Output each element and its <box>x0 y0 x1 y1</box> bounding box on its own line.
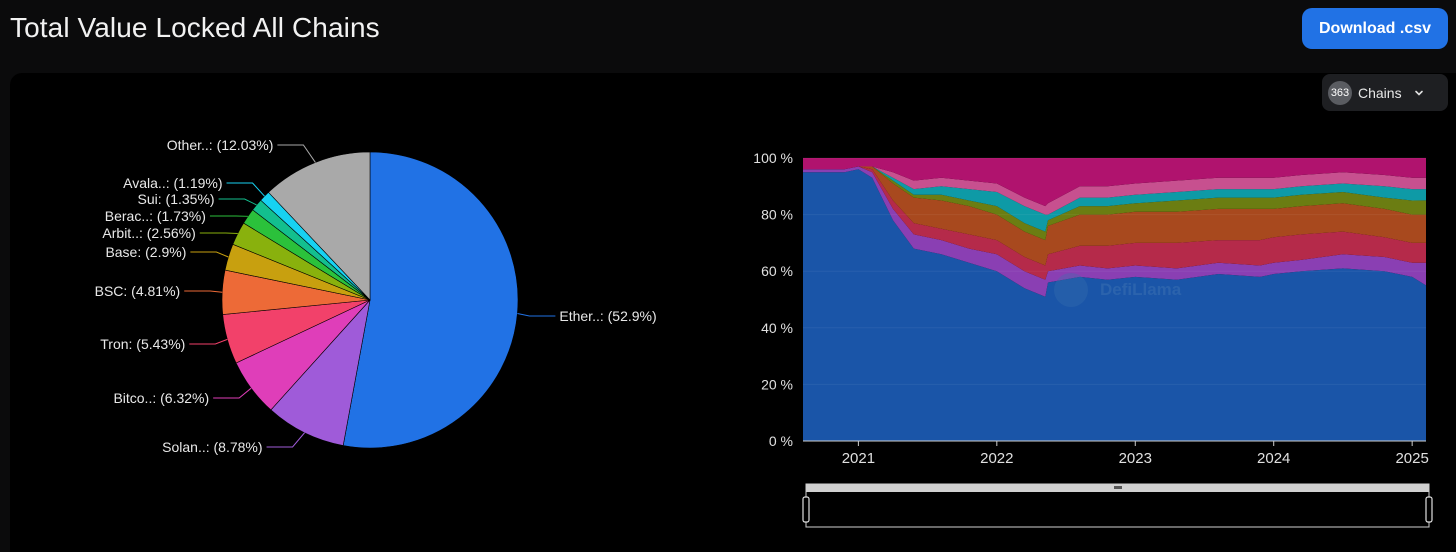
x-tick-label: 2021 <box>842 450 875 467</box>
pie-leader-line <box>213 387 252 399</box>
pie-leader-line <box>218 198 257 206</box>
y-tick-label: 20 % <box>761 376 793 392</box>
pie-slice-label: Berac..: (1.73%) <box>105 208 206 224</box>
y-tick-label: 60 % <box>761 263 793 279</box>
zoom-slider-grip-icon <box>1114 486 1122 489</box>
pie-slice[interactable] <box>270 299 371 446</box>
chevron-down-icon <box>1414 88 1424 98</box>
watermark-logo-icon <box>1054 273 1088 307</box>
pie-slice-label: Arbit..: (2.56%) <box>102 225 195 241</box>
pie-leader-line <box>266 432 305 448</box>
x-tick-label: 2022 <box>980 450 1013 467</box>
pie-leader-line <box>184 290 223 293</box>
chains-count-badge: 363 <box>1328 80 1352 105</box>
y-tick-label: 100 % <box>753 150 793 166</box>
pie-leader-line <box>517 312 556 317</box>
page-title: Total Value Locked All Chains <box>10 12 380 43</box>
area-series[interactable] <box>803 166 1426 215</box>
area-series[interactable] <box>803 166 1426 297</box>
pie-leader-line <box>190 251 229 258</box>
pie-slice-label: Other..: (12.03%) <box>167 137 274 153</box>
y-tick-label: 80 % <box>761 207 793 223</box>
area-series[interactable] <box>803 166 1426 232</box>
pie-slice[interactable] <box>342 151 519 449</box>
chains-selector-label: Chains <box>1358 84 1402 101</box>
area-series[interactable] <box>803 166 1426 241</box>
y-tick-label: 0 % <box>769 433 793 449</box>
zoom-slider-left-handle[interactable] <box>802 496 810 523</box>
pie-slice-label: Tron: (5.43%) <box>100 336 185 352</box>
pie-slice[interactable] <box>268 151 371 301</box>
download-csv-button[interactable]: Download .csv <box>1302 8 1448 49</box>
area-series[interactable] <box>803 169 1426 442</box>
area-series[interactable] <box>803 166 1426 280</box>
zoom-slider[interactable] <box>802 483 1433 528</box>
pie-chart: Ether..: (52.9%) Solan..: (8.78%) Bitco..:… <box>95 137 657 455</box>
area-series[interactable] <box>803 166 1426 266</box>
x-tick-label: 2024 <box>1257 450 1290 467</box>
x-tick-label: 2023 <box>1119 450 1152 467</box>
pie-leader-line <box>277 144 316 163</box>
pie-slice-label: Solan..: (8.78%) <box>162 439 262 455</box>
pie-slice-label: BSC: (4.81%) <box>95 283 181 299</box>
pie-slice-label: Ether..: (52.9%) <box>559 308 656 324</box>
pie-slice-label: Base: (2.9%) <box>105 244 186 260</box>
pie-leader-line <box>226 182 265 197</box>
pie-slice-label: Avala..: (1.19%) <box>123 175 222 191</box>
watermark-text: DefiLlama <box>1100 280 1182 299</box>
y-tick-label: 40 % <box>761 320 793 336</box>
pie-slice-label: Bitco..: (6.32%) <box>113 390 209 406</box>
area-series[interactable] <box>803 158 1426 207</box>
x-tick-label: 2025 <box>1395 450 1428 467</box>
pie-leader-line <box>189 338 228 345</box>
zoom-slider-right-handle[interactable] <box>1425 496 1433 523</box>
pie-slice-label: Sui: (1.35%) <box>138 191 215 207</box>
chains-selector-button[interactable]: 363 Chains <box>1322 74 1448 111</box>
